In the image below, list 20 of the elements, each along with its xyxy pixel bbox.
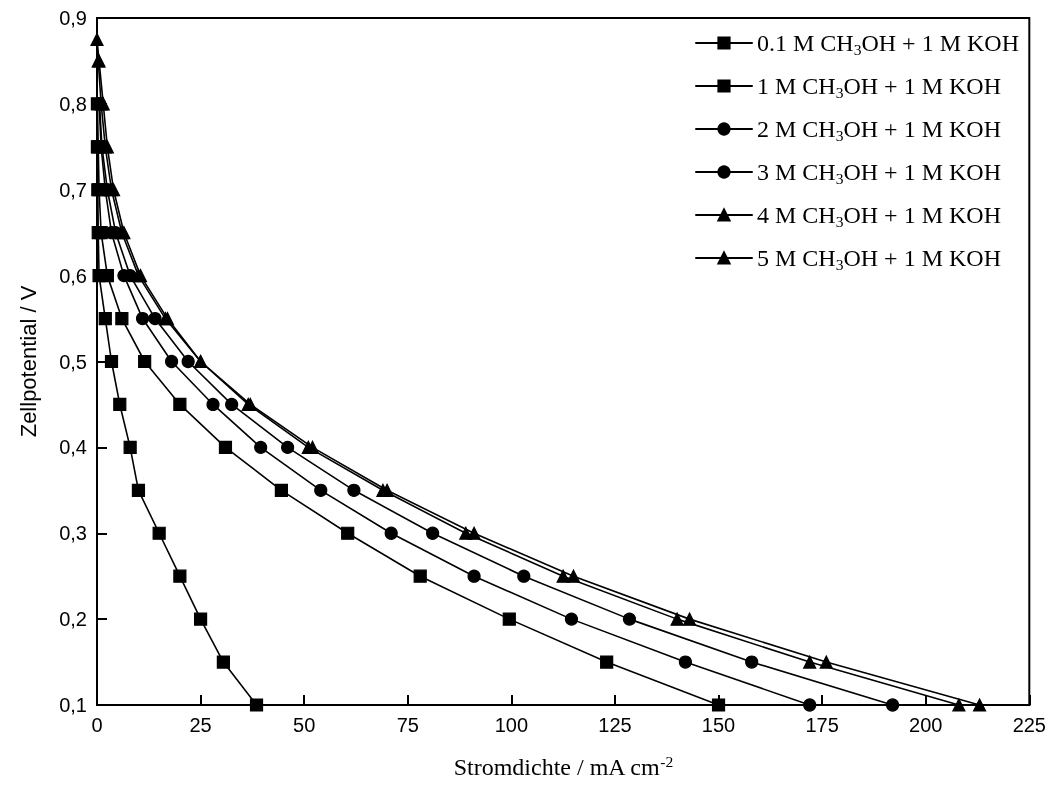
x-tick-label: 75 [396, 714, 419, 736]
y-tick-label: 0,6 [59, 264, 87, 287]
y-tick-label: 0,4 [59, 436, 87, 459]
x-tick-label: 175 [805, 714, 839, 736]
y-tick-label: 0,7 [59, 178, 87, 201]
y-tick-label: 0,3 [59, 522, 87, 545]
x-tick-label: 225 [1012, 714, 1046, 736]
x-tick-label: 100 [494, 714, 529, 736]
y-tick-label: 0,5 [59, 350, 87, 373]
y-axis-title: Zellpotential / V [15, 285, 41, 438]
x-tick-label: 200 [909, 714, 943, 736]
x-tick-label: 0 [91, 714, 103, 736]
x-tick-label: 50 [293, 714, 316, 736]
y-tick-label: 0,8 [59, 92, 87, 115]
x-tick-label: 125 [598, 714, 632, 736]
y-tick-label: 0,1 [59, 694, 87, 716]
x-tick-label: 150 [701, 714, 736, 736]
x-tick-label: 25 [189, 714, 212, 736]
y-tick-label: 0,2 [59, 608, 87, 631]
y-tick-label: 0,9 [59, 7, 87, 29]
